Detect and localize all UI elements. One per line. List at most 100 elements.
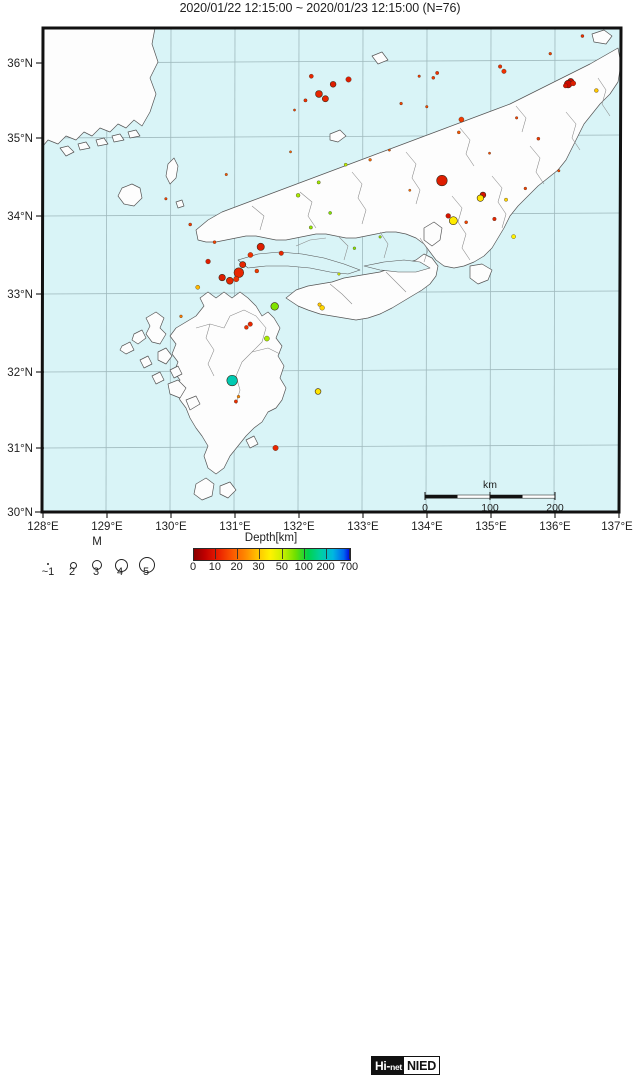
epicenter-marker[interactable] bbox=[498, 64, 503, 69]
epicenter-marker[interactable] bbox=[378, 235, 382, 239]
epicenter-marker[interactable] bbox=[329, 81, 337, 88]
amakusa-islands bbox=[167, 379, 201, 411]
epicenter-marker[interactable] bbox=[458, 116, 465, 123]
epicenter-marker[interactable] bbox=[319, 305, 325, 311]
magnitude-label-3: 3 bbox=[92, 566, 100, 578]
epicenter-marker[interactable] bbox=[457, 130, 461, 135]
epicenter-marker[interactable] bbox=[293, 108, 296, 112]
epicenter-marker[interactable] bbox=[328, 211, 332, 215]
logo-nied-text: NIED bbox=[403, 1057, 440, 1074]
magnitude-symbol-3 bbox=[92, 560, 102, 570]
jeju-island bbox=[117, 183, 143, 207]
depth-tick bbox=[214, 548, 216, 559]
epicenter-marker[interactable] bbox=[511, 234, 516, 239]
epicenter-marker[interactable] bbox=[388, 148, 391, 152]
depth-tick bbox=[325, 548, 327, 559]
epicenter-layer[interactable] bbox=[164, 34, 599, 451]
map-panel[interactable]: km 0 100 200 bbox=[0, 16, 640, 533]
epicenter-marker[interactable] bbox=[256, 242, 265, 251]
epicenter-marker[interactable] bbox=[226, 276, 234, 285]
epicenter-marker[interactable] bbox=[343, 162, 348, 167]
epicenter-marker[interactable] bbox=[464, 220, 468, 224]
epicenter-marker[interactable] bbox=[234, 399, 238, 404]
epicenter-marker[interactable] bbox=[244, 325, 249, 330]
epicenter-marker[interactable] bbox=[345, 76, 352, 83]
epicenter-marker[interactable] bbox=[594, 88, 599, 93]
epicenter-marker[interactable] bbox=[536, 136, 541, 141]
epicenter-marker[interactable] bbox=[476, 194, 484, 202]
epicenter-marker[interactable] bbox=[247, 252, 254, 258]
epicenter-marker[interactable] bbox=[425, 105, 429, 109]
lon-label-129: 129°E bbox=[91, 521, 123, 533]
epicenter-marker[interactable] bbox=[272, 445, 279, 451]
epicenter-marker[interactable] bbox=[557, 169, 561, 173]
epicenter-marker[interactable] bbox=[195, 285, 201, 290]
lon-label-134: 134°E bbox=[411, 521, 443, 533]
epicenter-marker[interactable] bbox=[226, 374, 238, 387]
epicenter-marker[interactable] bbox=[408, 188, 412, 192]
epicenter-marker[interactable] bbox=[179, 314, 183, 318]
lon-label-132: 132°E bbox=[283, 521, 315, 533]
depth-label-100: 100 bbox=[294, 561, 313, 573]
magnitude-label-1: ~1 bbox=[41, 566, 55, 578]
epicenter-marker[interactable] bbox=[164, 197, 168, 201]
epicenter-marker[interactable] bbox=[337, 272, 341, 276]
map-canvas[interactable]: km 0 100 200 bbox=[0, 16, 640, 518]
tsushima-island bbox=[165, 157, 179, 185]
epicenter-marker[interactable] bbox=[212, 240, 217, 244]
depth-label-20: 20 bbox=[230, 561, 243, 573]
epicenter-marker[interactable] bbox=[515, 116, 519, 120]
depth-tick bbox=[258, 548, 260, 559]
epicenter-marker[interactable] bbox=[264, 335, 270, 342]
epicenter-marker[interactable] bbox=[303, 98, 308, 103]
epicenter-marker[interactable] bbox=[270, 302, 279, 311]
epicenter-marker[interactable] bbox=[316, 180, 321, 185]
epicenter-marker[interactable] bbox=[317, 302, 322, 307]
epicenter-marker[interactable] bbox=[501, 68, 507, 74]
epicenter-marker[interactable] bbox=[580, 34, 585, 38]
epicenter-marker[interactable] bbox=[309, 73, 314, 79]
epicenter-marker[interactable] bbox=[504, 197, 508, 202]
kii-peninsula-tip bbox=[469, 263, 493, 285]
epicenter-marker[interactable] bbox=[321, 95, 329, 103]
epicenter-marker[interactable] bbox=[449, 216, 458, 226]
epicenter-marker[interactable] bbox=[492, 217, 497, 221]
epicenter-marker[interactable] bbox=[295, 193, 301, 198]
epicenter-marker[interactable] bbox=[188, 222, 192, 227]
epicenter-marker[interactable] bbox=[399, 101, 403, 106]
depth-label-200: 200 bbox=[316, 561, 335, 573]
epicenter-marker[interactable] bbox=[368, 158, 372, 162]
epicenter-marker[interactable] bbox=[352, 246, 357, 250]
epicenter-marker[interactable] bbox=[523, 186, 527, 191]
epicenter-marker[interactable] bbox=[278, 250, 284, 256]
islet-2 bbox=[245, 435, 259, 449]
epicenter-marker[interactable] bbox=[315, 90, 323, 98]
epicenter-marker[interactable] bbox=[233, 267, 244, 278]
epicenter-marker[interactable] bbox=[445, 213, 451, 219]
epicenter-marker[interactable] bbox=[205, 258, 211, 265]
honshu-island bbox=[195, 47, 621, 269]
epicenter-marker[interactable] bbox=[563, 83, 568, 89]
epicenter-marker[interactable] bbox=[436, 174, 448, 187]
epicenter-marker[interactable] bbox=[570, 80, 577, 87]
epicenter-marker[interactable] bbox=[239, 261, 247, 269]
osumi-islands bbox=[193, 477, 237, 501]
epicenter-marker[interactable] bbox=[233, 276, 240, 283]
epicenter-marker[interactable] bbox=[254, 268, 259, 274]
epicenter-marker[interactable] bbox=[435, 71, 440, 75]
epicenter-marker[interactable] bbox=[236, 395, 241, 399]
epicenter-marker[interactable] bbox=[314, 388, 322, 395]
epicenter-marker[interactable] bbox=[247, 321, 253, 327]
epicenter-marker[interactable] bbox=[224, 173, 228, 176]
epicenter-marker[interactable] bbox=[289, 150, 292, 154]
magnitude-symbol-row bbox=[32, 550, 162, 573]
depth-tick bbox=[236, 548, 238, 559]
epicenter-marker[interactable] bbox=[431, 76, 436, 80]
epicenter-marker[interactable] bbox=[488, 151, 491, 155]
epicenter-marker[interactable] bbox=[218, 273, 226, 282]
noto-north-island bbox=[591, 29, 613, 45]
epicenter-marker[interactable] bbox=[308, 225, 313, 230]
epicenter-marker[interactable] bbox=[417, 74, 421, 78]
epicenter-marker[interactable] bbox=[548, 52, 552, 56]
